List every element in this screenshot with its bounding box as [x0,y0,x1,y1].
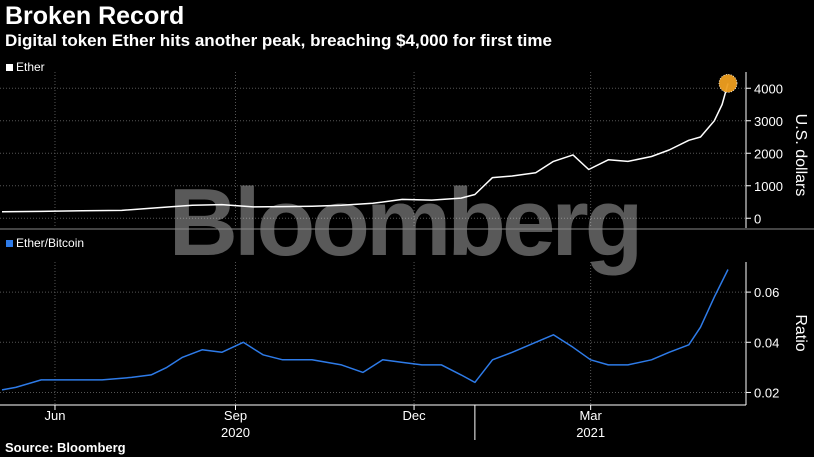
y-tick-label-1-2: 0.06 [754,285,779,300]
record-high-marker [718,73,738,93]
legend-swatch-ratio [6,239,13,247]
legend-label-ether: Ether [16,60,45,74]
bloomberg-watermark: Bloomberg [169,169,640,276]
legend-ether: Ether [6,60,45,74]
y-tick-label-0-4: 4000 [754,81,783,96]
legend-label-ratio: Ether/Bitcoin [16,236,85,250]
x-tick-label-1: Sep [224,408,247,423]
x-year-label-1: 2021 [576,425,605,440]
x-tick-label-2: Dec [402,408,426,423]
x-tick-label-0: Jun [44,408,65,423]
legend-swatch-ether [6,63,13,71]
y-tick-label-0-1: 1000 [754,179,783,194]
chart-marks: 0 1000 2000 3000 4000 0.02 0.04 0.06 Jun Sep Dec Ma… [1,73,783,440]
x-year-label-0: 2020 [221,425,250,440]
y-tick-label-0-2: 2000 [754,146,783,161]
chart-subtitle: Digital token Ether hits another peak, b… [5,31,552,50]
ratio-y-axis-label: Ratio [792,314,809,351]
chart-title: Broken Record [5,2,185,30]
ether-y-axis-label: U.S. dollars [792,114,809,197]
grid-lines [0,72,746,405]
y-tick-label-1-1: 0.04 [754,335,779,350]
ether-bitcoin-ratio-line [1,269,729,391]
y-tick-label-0-3: 3000 [754,114,783,129]
ether-price-line [1,83,729,213]
source-note: Source: Bloomberg [5,440,126,455]
legend-ratio: Ether/Bitcoin [6,236,84,250]
y-tick-label-1-0: 0.02 [754,385,779,400]
x-tick-label-3: Mar [579,408,602,423]
y-tick-label-0-0: 0 [754,211,761,226]
